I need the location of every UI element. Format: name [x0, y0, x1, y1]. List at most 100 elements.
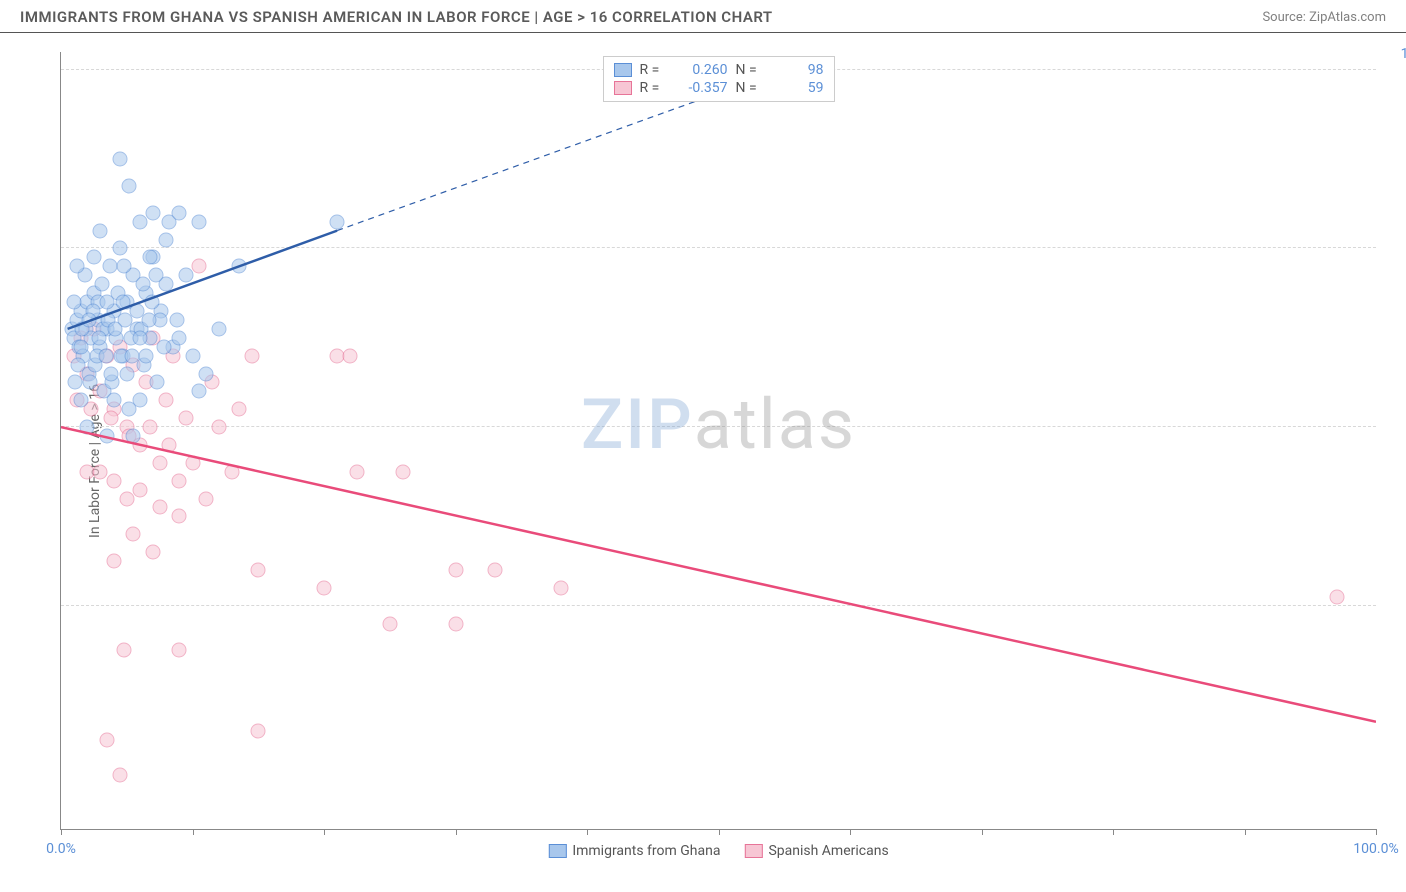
- scatter-point-blue: [82, 375, 97, 390]
- scatter-point-pink: [106, 473, 121, 488]
- scatter-point-pink: [172, 643, 187, 658]
- scatter-point-blue: [231, 259, 246, 274]
- scatter-point-blue: [102, 259, 117, 274]
- legend-item-blue: Immigrants from Ghana: [548, 843, 720, 859]
- r-value-blue: 0.260: [678, 62, 728, 78]
- scatter-point-blue: [159, 232, 174, 247]
- scatter-point-pink: [231, 402, 246, 417]
- scatter-point-blue: [113, 152, 128, 167]
- scatter-point-pink: [152, 455, 167, 470]
- scatter-point-blue: [106, 393, 121, 408]
- legend-row-blue: R = 0.260 N = 98: [614, 61, 824, 79]
- scatter-point-blue: [132, 393, 147, 408]
- gridline-h: [61, 605, 1376, 606]
- scatter-point-pink: [117, 643, 132, 658]
- scatter-point-pink: [448, 616, 463, 631]
- watermark-atlas: atlas: [694, 384, 856, 466]
- gridline-h: [61, 247, 1376, 248]
- chart-area: In Labor Force | Age > 16 ZIPatlas R = 0…: [20, 42, 1386, 880]
- scatter-point-pink: [103, 411, 118, 426]
- scatter-point-pink: [448, 563, 463, 578]
- trend-lines-layer: [61, 52, 1376, 829]
- scatter-point-pink: [553, 580, 568, 595]
- scatter-point-pink: [106, 554, 121, 569]
- gridline-h: [61, 426, 1376, 427]
- scatter-point-pink: [251, 563, 266, 578]
- scatter-point-blue: [211, 321, 226, 336]
- legend-row-pink: R = -0.357 N = 59: [614, 79, 824, 97]
- x-tick: [1376, 829, 1377, 835]
- scatter-point-blue: [132, 330, 147, 345]
- y-tick-label: 100.0%: [1386, 46, 1406, 62]
- scatter-point-pink: [126, 527, 141, 542]
- x-tick-label: 100.0%: [1353, 841, 1398, 857]
- correlation-legend: R = 0.260 N = 98 R = -0.357 N = 59: [603, 56, 835, 102]
- scatter-point-blue: [139, 348, 154, 363]
- scatter-point-pink: [161, 437, 176, 452]
- scatter-point-pink: [211, 420, 226, 435]
- scatter-point-pink: [172, 509, 187, 524]
- legend-item-pink: Spanish Americans: [744, 843, 888, 859]
- scatter-point-blue: [149, 375, 164, 390]
- scatter-point-pink: [146, 545, 161, 560]
- scatter-point-blue: [107, 321, 122, 336]
- scatter-point-blue: [144, 295, 159, 310]
- series-legend: Immigrants from Ghana Spanish Americans: [548, 843, 888, 859]
- n-label-pink: N =: [736, 80, 766, 96]
- scatter-point-blue: [92, 330, 107, 345]
- scatter-point-blue: [126, 429, 141, 444]
- scatter-point-blue: [142, 312, 157, 327]
- scatter-point-blue: [71, 357, 86, 372]
- source-attribution: Source: ZipAtlas.com: [1262, 10, 1386, 25]
- scatter-point-blue: [143, 250, 158, 265]
- scatter-point-blue: [69, 259, 84, 274]
- scatter-point-blue: [146, 205, 161, 220]
- scatter-point-pink: [119, 491, 134, 506]
- legend-label-blue: Immigrants from Ghana: [572, 843, 720, 859]
- source-value: ZipAtlas.com: [1309, 10, 1386, 25]
- scatter-point-blue: [156, 339, 171, 354]
- y-tick-label: 80.0%: [1386, 224, 1406, 240]
- source-label: Source:: [1262, 10, 1305, 25]
- scatter-point-blue: [119, 366, 134, 381]
- scatter-point-blue: [135, 277, 150, 292]
- scatter-point-blue: [330, 214, 345, 229]
- scatter-point-blue: [117, 259, 132, 274]
- scatter-point-blue: [172, 330, 187, 345]
- scatter-point-pink: [100, 732, 115, 747]
- x-tick: [456, 829, 457, 835]
- scatter-point-pink: [152, 500, 167, 515]
- x-tick: [982, 829, 983, 835]
- scatter-point-blue: [67, 295, 82, 310]
- scatter-point-pink: [192, 259, 207, 274]
- scatter-point-pink: [349, 464, 364, 479]
- scatter-point-pink: [143, 420, 158, 435]
- scatter-point-pink: [251, 723, 266, 738]
- x-tick: [193, 829, 194, 835]
- scatter-point-blue: [68, 375, 83, 390]
- scatter-point-pink: [382, 616, 397, 631]
- swatch-blue: [614, 63, 632, 77]
- n-value-pink: 59: [774, 80, 824, 96]
- scatter-point-blue: [103, 366, 118, 381]
- r-value-pink: -0.357: [678, 80, 728, 96]
- watermark: ZIPatlas: [581, 384, 856, 466]
- scatter-point-blue: [98, 348, 113, 363]
- scatter-point-blue: [93, 223, 108, 238]
- scatter-point-pink: [178, 411, 193, 426]
- scatter-point-pink: [113, 768, 128, 783]
- scatter-point-blue: [81, 312, 96, 327]
- x-tick-label: 0.0%: [46, 841, 76, 857]
- x-tick: [324, 829, 325, 835]
- legend-label-pink: Spanish Americans: [768, 843, 888, 859]
- scatter-point-blue: [148, 268, 163, 283]
- n-label-blue: N =: [736, 62, 766, 78]
- plot-region: ZIPatlas R = 0.260 N = 98 R = -0.357 N =…: [60, 52, 1376, 830]
- scatter-point-blue: [113, 241, 128, 256]
- scatter-point-pink: [224, 464, 239, 479]
- scatter-point-blue: [132, 214, 147, 229]
- watermark-zip: ZIP: [581, 384, 694, 466]
- scatter-point-pink: [185, 455, 200, 470]
- scatter-point-blue: [125, 348, 140, 363]
- x-tick: [61, 829, 62, 835]
